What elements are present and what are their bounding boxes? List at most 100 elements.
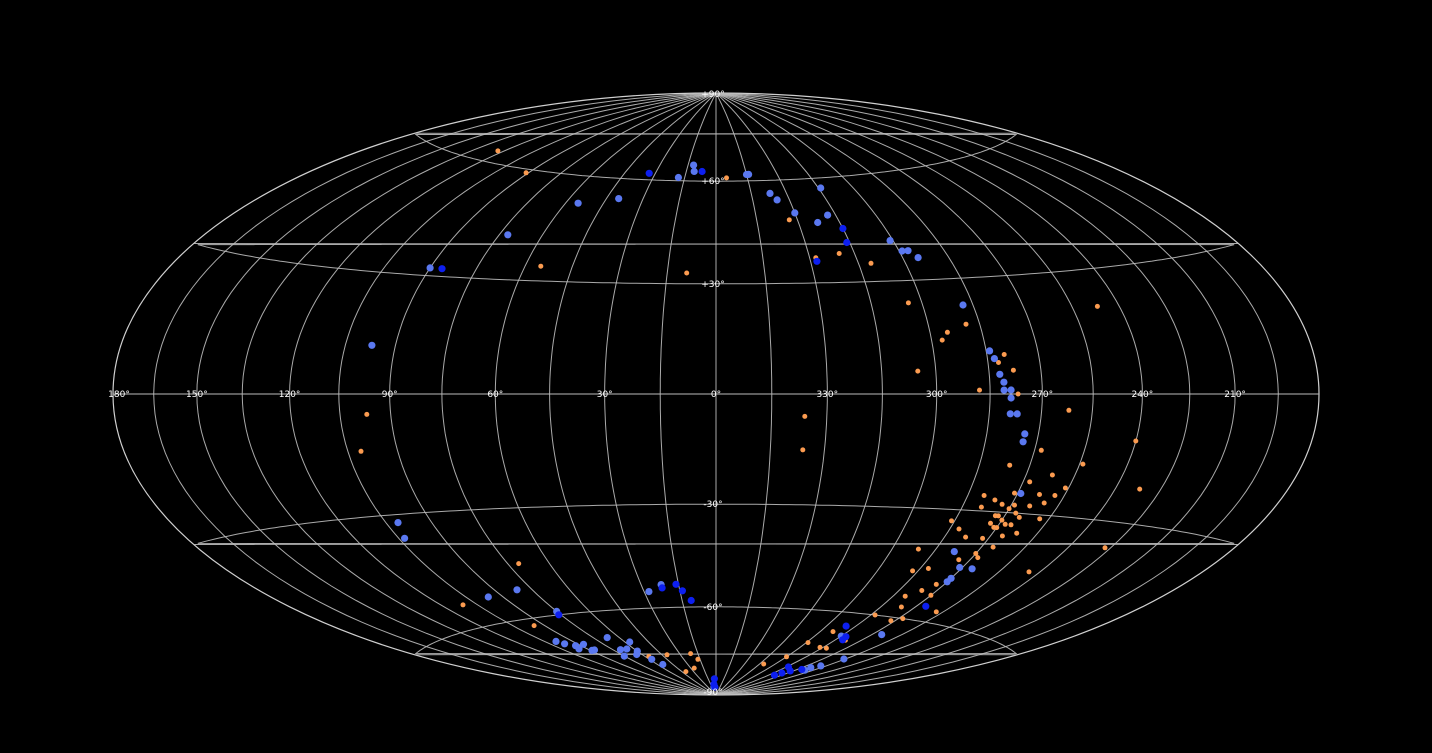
data-point: [1006, 506, 1012, 512]
data-point: [603, 634, 611, 642]
data-point: [1133, 438, 1139, 444]
data-point: [538, 263, 544, 269]
lon-tick-label: 330°: [816, 390, 838, 400]
graticule: [113, 92, 1319, 696]
data-point: [588, 646, 596, 655]
lon-tick-label: 240°: [1132, 390, 1154, 400]
data-point: [928, 592, 934, 598]
data-point: [956, 526, 962, 532]
data-point: [1027, 479, 1033, 485]
data-point: [745, 170, 753, 178]
lat-tick-label: -30°: [703, 500, 722, 510]
data-point: [531, 623, 537, 629]
data-point: [1001, 352, 1007, 357]
data-point: [426, 264, 434, 272]
data-point: [925, 566, 931, 571]
data-point: [973, 551, 979, 556]
data-point: [684, 270, 690, 276]
data-point: [1038, 447, 1044, 453]
data-point: [1000, 386, 1008, 394]
data-point: [817, 184, 825, 192]
data-point: [778, 669, 786, 677]
lon-tick-label: 30°: [597, 390, 613, 400]
lon-tick-label: 60°: [487, 390, 503, 400]
data-point: [688, 651, 694, 657]
data-point: [687, 596, 695, 605]
data-point: [995, 513, 1001, 519]
data-point: [438, 265, 446, 273]
data-point: [658, 584, 666, 592]
data-point: [1102, 545, 1108, 551]
data-point: [786, 217, 792, 223]
data-point: [807, 664, 815, 672]
data-point: [836, 251, 842, 256]
data-point: [1012, 490, 1017, 496]
data-point: [626, 638, 634, 646]
data-point: [1002, 521, 1008, 527]
data-point: [843, 238, 851, 247]
lat-tick-label: +30°: [701, 280, 725, 290]
data-point: [981, 493, 987, 498]
data-point: [364, 411, 370, 417]
data-point: [724, 175, 729, 181]
data-point: [1037, 492, 1042, 497]
data-point: [710, 675, 719, 683]
data-point: [878, 631, 886, 639]
data-point: [504, 231, 512, 239]
data-point: [988, 520, 993, 526]
data-point: [900, 616, 906, 622]
lon-tick-label: 150°: [186, 390, 208, 400]
data-point: [1027, 503, 1033, 509]
data-point: [555, 611, 563, 619]
data-point: [773, 196, 781, 204]
data-point: [552, 637, 560, 646]
data-point: [977, 387, 982, 393]
data-point: [1008, 522, 1014, 528]
data-point: [1013, 510, 1019, 516]
data-point: [830, 629, 836, 635]
data-point: [615, 195, 623, 203]
data-point: [963, 321, 969, 327]
data-point: [1137, 486, 1143, 492]
tick-labels: 180° 150° 120° 90° 60° 30° 0° 330° 300° 270° 240° 2…: [108, 90, 1246, 698]
data-point: [1007, 394, 1015, 402]
data-point: [1006, 410, 1014, 418]
data-point: [898, 604, 904, 610]
data-point: [922, 602, 930, 610]
data-point: [949, 518, 954, 524]
lat-tick-label: +90°: [701, 90, 725, 100]
data-point: [915, 368, 921, 374]
data-point: [1041, 500, 1047, 506]
data-point: [1014, 530, 1020, 536]
data-point: [358, 448, 364, 454]
data-point: [968, 565, 976, 573]
data-point: [561, 640, 569, 648]
data-point: [814, 218, 822, 227]
data-point: [484, 593, 492, 601]
data-point: [523, 170, 529, 176]
data-point: [691, 665, 697, 671]
data-point: [975, 555, 981, 561]
lon-tick-label: 270°: [1031, 390, 1053, 400]
data-point: [996, 360, 1001, 365]
data-point: [823, 645, 829, 651]
parallel-line: [193, 243, 1239, 285]
data-point: [992, 497, 998, 503]
data-point: [645, 588, 653, 596]
data-point: [817, 662, 825, 670]
data-point: [791, 209, 799, 217]
data-point: [817, 644, 823, 650]
data-point: [1012, 502, 1017, 508]
data-point: [947, 574, 955, 582]
data-point: [824, 211, 832, 219]
data-point: [683, 669, 689, 675]
lat-tick-label: -90°: [703, 688, 722, 698]
data-point: [959, 301, 967, 309]
data-point: [784, 654, 789, 660]
lat-tick-label: -60°: [703, 603, 722, 613]
data-point: [888, 618, 894, 624]
parallel-line: [193, 503, 1239, 545]
lon-tick-label: 210°: [1224, 390, 1246, 400]
data-point: [368, 341, 376, 349]
data-point: [933, 609, 939, 615]
